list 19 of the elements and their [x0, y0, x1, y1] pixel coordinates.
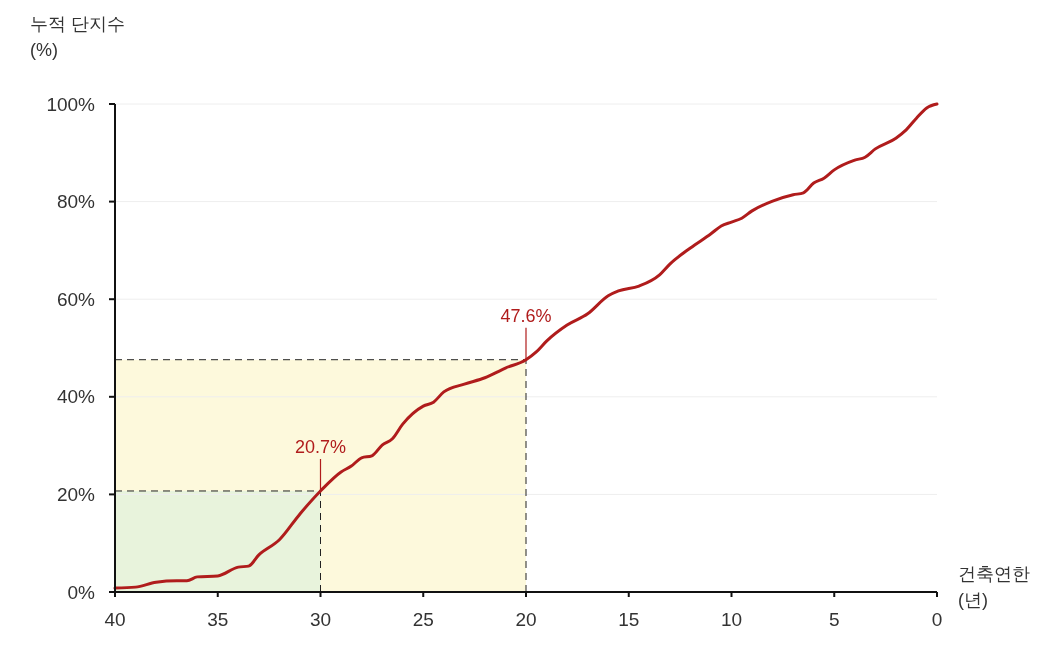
- y-tick-label: 0%: [67, 581, 96, 603]
- y-tick-label: 40%: [56, 386, 96, 408]
- x-tick-label: 20: [515, 609, 537, 630]
- x-tick-label: 10: [720, 609, 743, 630]
- y-tick-label: 100%: [46, 93, 96, 115]
- annotation: 20.7%: [294, 436, 347, 457]
- x-tick-label: 30: [309, 609, 332, 630]
- x-tick-label: 0: [931, 609, 943, 630]
- x-tick-label: 25: [412, 609, 434, 630]
- y-axis-title: 누적 단지수 (%): [30, 14, 126, 60]
- y-tick-label: 80%: [56, 191, 96, 213]
- x-tick-label: 15: [618, 609, 640, 630]
- x-axis-title: 건축연한 (년): [958, 564, 1030, 610]
- y-tick-label: 60%: [56, 288, 96, 310]
- y-tick-label: 20%: [56, 484, 96, 506]
- annotation: 47.6%: [500, 305, 552, 326]
- x-tick-label: 40: [104, 609, 126, 630]
- x-tick-label: 35: [207, 609, 229, 630]
- x-tick-label: 5: [828, 609, 840, 630]
